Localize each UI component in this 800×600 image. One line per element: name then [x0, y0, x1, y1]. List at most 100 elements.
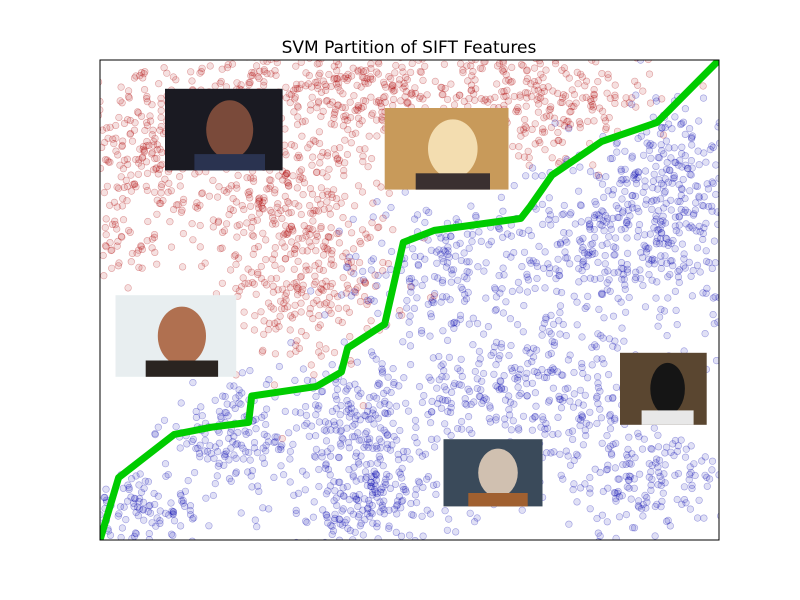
red-point: [103, 156, 111, 164]
red-point: [291, 93, 300, 101]
blue-point: [302, 471, 310, 479]
red-point: [507, 78, 515, 86]
red-point: [516, 91, 524, 99]
blue-point: [631, 192, 640, 200]
blue-point: [558, 211, 566, 219]
blue-point: [687, 157, 696, 165]
blue-point: [681, 194, 689, 203]
blue-point: [409, 245, 417, 253]
red-point: [352, 129, 360, 137]
blue-point: [397, 532, 406, 540]
blue-point: [685, 258, 693, 267]
blue-point: [569, 403, 578, 411]
red-point: [225, 211, 233, 219]
blue-point: [226, 382, 234, 390]
blue-point: [418, 329, 426, 337]
blue-point: [544, 368, 552, 377]
red-point: [540, 87, 549, 95]
blue-point: [647, 154, 655, 162]
red-point: [515, 143, 523, 151]
blue-point: [234, 428, 242, 437]
red-point: [287, 208, 295, 217]
blue-point: [599, 208, 607, 216]
blue-point: [656, 218, 665, 226]
red-point: [364, 163, 372, 171]
red-point: [582, 93, 590, 101]
red-point: [263, 69, 271, 78]
blue-point: [621, 281, 629, 289]
blue-point: [179, 496, 187, 505]
blue-point: [438, 254, 446, 262]
blue-point: [578, 333, 586, 341]
blue-point: [460, 297, 469, 305]
blue-point: [555, 317, 563, 325]
blue-point: [539, 220, 547, 228]
blue-point: [292, 506, 300, 515]
blue-point: [324, 487, 332, 495]
red-point: [517, 132, 525, 140]
blue-point: [612, 439, 620, 448]
blue-point: [453, 319, 461, 327]
red-point: [367, 75, 375, 83]
blue-point: [586, 473, 594, 482]
blue-point: [514, 424, 523, 432]
red-point: [136, 72, 144, 80]
red-point: [250, 326, 258, 334]
blue-point: [262, 441, 270, 449]
blue-point: [501, 396, 510, 404]
blue-point: [373, 489, 381, 498]
red-point: [367, 64, 375, 73]
blue-point: [554, 413, 562, 422]
red-point: [126, 116, 134, 125]
red-point: [164, 188, 172, 196]
blue-point: [513, 321, 522, 329]
blue-point: [219, 392, 227, 400]
red-point: [156, 126, 164, 134]
blue-point: [610, 269, 618, 277]
red-point: [100, 97, 104, 106]
red-point: [359, 152, 367, 160]
blue-point: [367, 472, 376, 480]
blue-point: [252, 425, 260, 433]
red-point: [297, 327, 306, 336]
red-point: [491, 93, 499, 101]
blue-point: [350, 270, 358, 278]
blue-point: [475, 392, 484, 400]
blue-point: [106, 531, 115, 539]
blue-point: [335, 227, 343, 235]
blue-point: [601, 268, 609, 276]
blue-point: [132, 530, 140, 538]
red-point: [309, 136, 318, 144]
red-point: [299, 191, 307, 199]
blue-point: [411, 279, 419, 287]
blue-point: [637, 132, 645, 140]
red-point: [341, 116, 349, 124]
red-point: [535, 136, 543, 144]
blue-point: [349, 473, 357, 481]
red-point: [356, 259, 364, 267]
blue-point: [538, 331, 546, 339]
red-point: [118, 202, 126, 210]
blue-point: [635, 208, 643, 216]
red-point: [305, 71, 313, 80]
blue-point: [693, 514, 702, 522]
red-point: [330, 75, 338, 83]
red-point: [319, 286, 327, 295]
blue-point: [456, 315, 464, 323]
blue-point: [435, 395, 444, 403]
red-point: [151, 248, 159, 256]
blue-point: [464, 288, 472, 297]
red-point: [334, 159, 343, 168]
red-point: [227, 266, 235, 274]
red-point: [294, 113, 302, 121]
blue-point: [333, 395, 341, 404]
blue-point: [556, 240, 565, 248]
blue-point: [654, 322, 662, 330]
blue-point: [671, 213, 680, 221]
blue-point: [362, 441, 370, 449]
red-point: [193, 199, 201, 207]
red-point: [544, 83, 552, 91]
blue-point: [702, 219, 710, 227]
blue-point: [335, 536, 344, 540]
blue-point: [625, 459, 634, 468]
